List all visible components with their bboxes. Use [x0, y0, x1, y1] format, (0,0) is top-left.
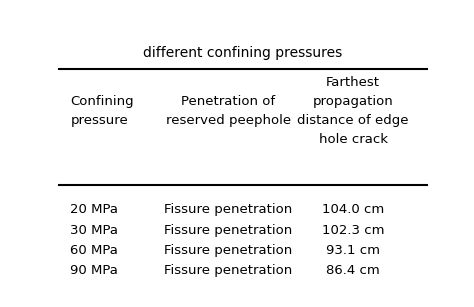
Text: reserved peephole: reserved peephole [166, 114, 291, 127]
Text: different confining pressures: different confining pressures [143, 46, 343, 60]
Text: Fissure penetration: Fissure penetration [164, 223, 292, 237]
Text: 90 MPa: 90 MPa [70, 264, 118, 277]
Text: 86.4 cm: 86.4 cm [326, 264, 380, 277]
Text: 102.3 cm: 102.3 cm [322, 223, 384, 237]
Text: 30 MPa: 30 MPa [70, 223, 118, 237]
Text: distance of edge: distance of edge [297, 114, 409, 127]
Text: pressure: pressure [70, 114, 128, 127]
Text: Fissure penetration: Fissure penetration [164, 264, 292, 277]
Text: 60 MPa: 60 MPa [70, 244, 118, 257]
Text: hole crack: hole crack [319, 133, 388, 146]
Text: propagation: propagation [313, 95, 393, 108]
Text: Confining: Confining [70, 95, 134, 108]
Text: 20 MPa: 20 MPa [70, 204, 118, 216]
Text: Penetration of: Penetration of [181, 95, 275, 108]
Text: Fissure penetration: Fissure penetration [164, 204, 292, 216]
Text: Farthest: Farthest [326, 76, 380, 89]
Text: Fissure penetration: Fissure penetration [164, 244, 292, 257]
Text: 104.0 cm: 104.0 cm [322, 204, 384, 216]
Text: 93.1 cm: 93.1 cm [326, 244, 380, 257]
